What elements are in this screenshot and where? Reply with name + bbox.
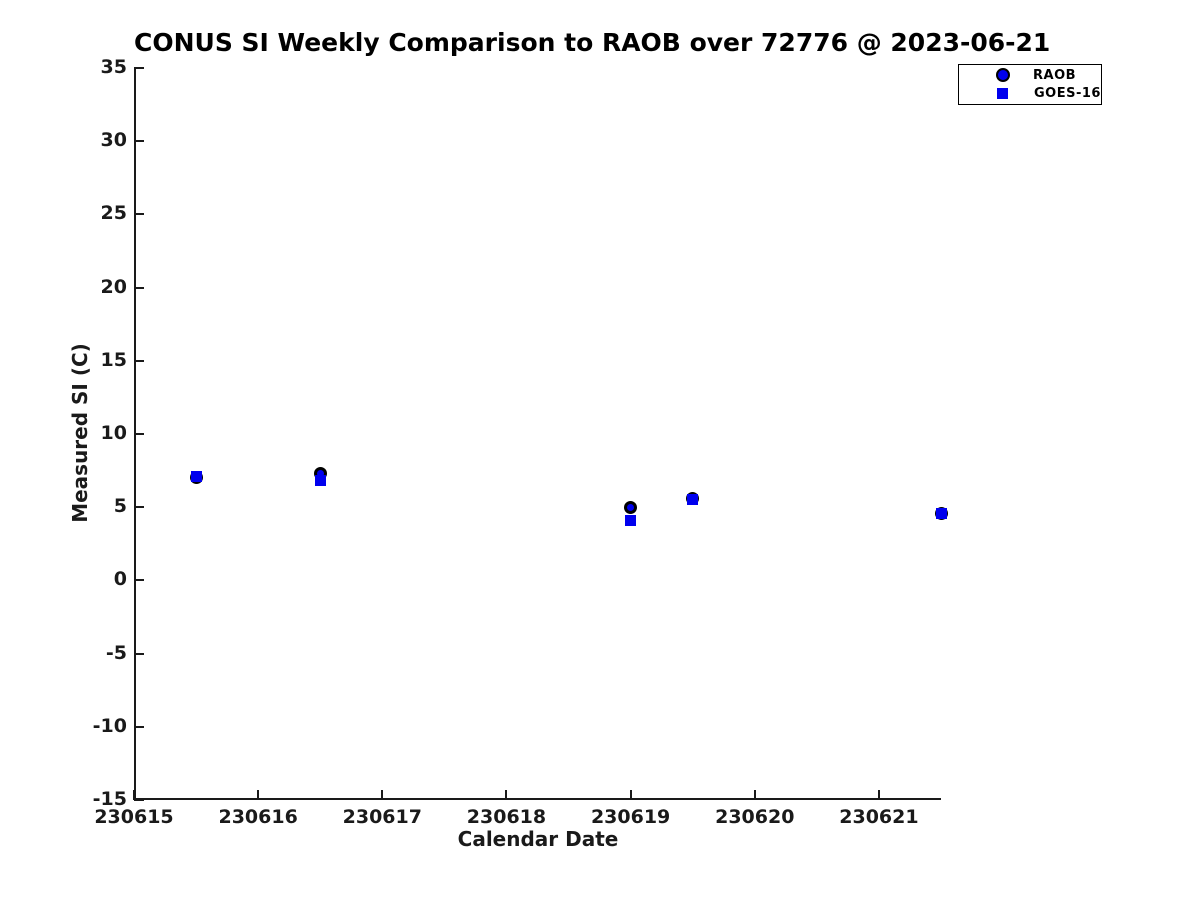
x-tick — [629, 790, 632, 800]
legend-item-raob: RAOB — [959, 67, 1101, 84]
x-tick — [133, 790, 135, 800]
x-tick-label: 230620 — [715, 806, 795, 828]
x-tick — [257, 790, 260, 800]
legend-item-goes16: GOES-16 — [959, 85, 1101, 102]
y-tick-label: 15 — [100, 348, 127, 371]
raob-circle-marker-icon — [996, 68, 1010, 83]
y-tick-label: -5 — [105, 641, 127, 664]
y-tick-label: 5 — [113, 495, 127, 518]
legend: RAOB GOES-16 — [958, 64, 1102, 105]
y-tick — [134, 579, 144, 582]
x-tick — [877, 790, 880, 800]
data-point-goes-16 — [625, 514, 637, 526]
data-point-goes-16 — [687, 494, 699, 506]
y-tick — [134, 799, 144, 801]
x-tick-label: 230616 — [218, 806, 298, 828]
y-tick — [134, 140, 144, 143]
x-axis-label: Calendar Date — [457, 827, 619, 851]
x-tick-label: 230619 — [590, 806, 671, 828]
y-tick-label: -15 — [92, 788, 127, 810]
y-tick — [134, 286, 144, 289]
x-tick — [753, 790, 756, 800]
legend-label-goes16: GOES-16 — [1034, 86, 1101, 102]
y-tick-label: 10 — [100, 422, 127, 444]
y-tick-label: 25 — [100, 202, 127, 225]
goes16-square-marker-icon — [997, 88, 1008, 100]
y-tick — [134, 359, 144, 362]
y-tick — [134, 652, 144, 655]
data-point-goes-16 — [190, 470, 202, 482]
x-tick — [381, 790, 384, 800]
y-tick — [134, 725, 144, 728]
y-tick-label: 30 — [100, 129, 127, 152]
data-point-raob — [624, 500, 638, 514]
data-point-goes-16 — [935, 507, 947, 519]
x-tick-label: 230621 — [839, 806, 919, 828]
x-tick-label: 230615 — [94, 806, 174, 828]
y-tick — [134, 213, 144, 216]
y-tick-label: 0 — [113, 568, 127, 591]
y-tick — [134, 67, 144, 69]
x-tick-label: 230617 — [342, 806, 422, 828]
y-tick-label: 35 — [100, 56, 127, 78]
x-tick — [505, 790, 508, 800]
plot-area — [134, 68, 941, 800]
y-tick — [134, 433, 144, 435]
y-tick-label: -10 — [92, 714, 127, 737]
data-point-goes-16 — [314, 475, 326, 487]
chart-title: CONUS SI Weekly Comparison to RAOB over … — [134, 28, 1051, 57]
x-tick-label: 230618 — [466, 806, 547, 828]
y-tick — [134, 506, 144, 509]
legend-label-raob: RAOB — [1033, 67, 1077, 83]
y-tick-label: 20 — [100, 275, 127, 298]
